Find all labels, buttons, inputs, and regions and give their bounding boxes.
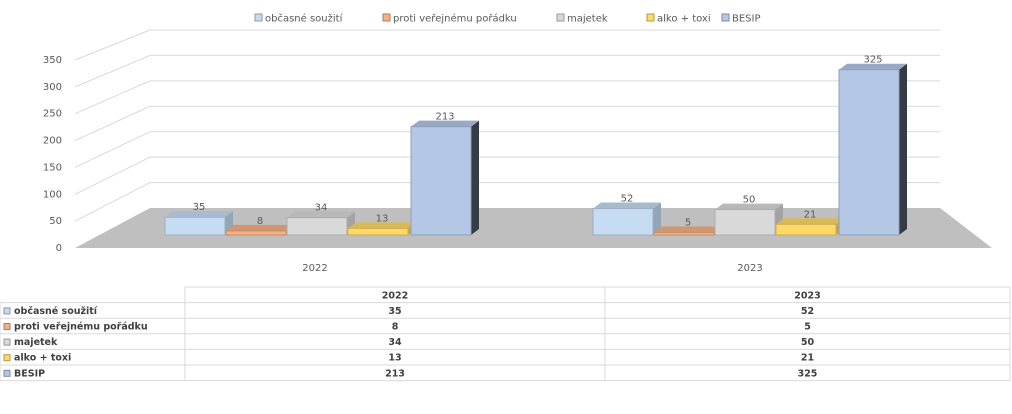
bar <box>164 216 226 236</box>
y-tick-label: 300 <box>43 82 62 93</box>
bar <box>410 126 472 236</box>
bar <box>653 231 715 236</box>
table-cell: 8 <box>392 322 399 333</box>
grid-line <box>74 29 940 61</box>
data-label: 213 <box>435 112 454 123</box>
grid-line <box>74 131 940 168</box>
bar-top <box>226 224 294 231</box>
data-label: 5 <box>685 217 691 228</box>
table-cell: 35 <box>388 306 401 317</box>
table-swatch <box>3 354 11 362</box>
legend-label: alko + toxi <box>657 14 711 25</box>
table-cell: 50 <box>801 337 815 348</box>
data-label: 50 <box>743 195 756 206</box>
table-row-label: majetek <box>14 337 58 348</box>
legend-label: majetek <box>567 14 608 25</box>
table-swatch <box>3 307 11 315</box>
legend-swatch <box>646 13 655 22</box>
bar-top <box>287 211 355 218</box>
bar-top <box>593 202 661 209</box>
y-tick-label: 0 <box>56 243 62 254</box>
legend-label: proti veřejnému pořádku <box>393 13 517 25</box>
legend-label: občasné soužití <box>265 13 344 25</box>
table-cell: 34 <box>388 337 402 348</box>
table-swatch <box>3 323 11 330</box>
y-tick-label: 100 <box>43 189 62 200</box>
table-swatch <box>3 338 11 346</box>
bar-top <box>165 211 233 218</box>
grid-line <box>74 54 940 88</box>
table-header: 2022 <box>382 290 408 301</box>
legend-swatch <box>254 13 263 22</box>
legend-swatch <box>382 13 391 22</box>
bar-top <box>348 222 416 229</box>
table-cell: 213 <box>385 368 405 379</box>
grid-line <box>74 156 940 195</box>
data-label: 34 <box>315 203 328 214</box>
table-row-label: proti veřejnému pořádku <box>14 322 148 333</box>
data-label: 13 <box>376 213 389 224</box>
table-swatch <box>3 369 11 377</box>
data-label: 52 <box>621 194 634 205</box>
bar-side <box>471 120 479 235</box>
bar <box>592 208 654 236</box>
bar <box>714 209 776 236</box>
grid-line <box>74 182 940 222</box>
table-cell: 5 <box>804 322 811 333</box>
table-cell: 52 <box>801 306 814 317</box>
grid-line <box>74 105 940 142</box>
y-tick-label: 350 <box>43 55 62 66</box>
bar <box>286 217 348 236</box>
data-label: 8 <box>257 216 263 227</box>
bar <box>347 227 409 236</box>
bar-top <box>411 120 479 127</box>
table-cell: 325 <box>798 368 818 379</box>
table-row-label: alko + toxi <box>14 353 71 364</box>
table-cell: 13 <box>388 353 401 364</box>
y-tick-label: 50 <box>49 216 62 227</box>
bar <box>838 69 900 236</box>
data-label: 21 <box>804 209 817 220</box>
x-tick-label: 2022 <box>302 263 327 274</box>
data-label: 325 <box>863 55 882 66</box>
y-tick-label: 150 <box>43 162 62 173</box>
bar <box>225 230 287 236</box>
legend-label: BESIP <box>732 14 761 25</box>
bar-top <box>839 63 907 70</box>
legend-swatch <box>721 13 730 22</box>
bar <box>775 223 837 236</box>
bar-top <box>654 226 722 233</box>
bar-side <box>899 63 907 235</box>
table-row-label: BESIP <box>14 368 45 379</box>
data-label: 35 <box>193 202 206 213</box>
y-tick-label: 200 <box>43 136 62 147</box>
table-row-label: občasné soužití <box>14 306 98 317</box>
table-header: 2023 <box>794 290 820 301</box>
legend-swatch <box>556 13 565 22</box>
grid-line <box>74 80 940 115</box>
bar-top <box>715 203 783 210</box>
x-tick-label: 2023 <box>737 263 762 274</box>
y-tick-label: 250 <box>43 109 62 120</box>
table-cell: 21 <box>801 353 814 364</box>
bar-side <box>653 202 661 235</box>
bar-top <box>776 218 844 225</box>
